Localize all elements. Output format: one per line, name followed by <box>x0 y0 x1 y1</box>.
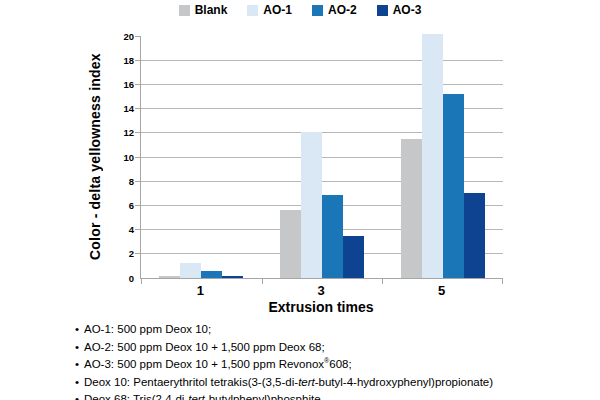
chart-legend: Blank AO-1 AO-2 AO-3 <box>0 3 600 17</box>
y-tick-label: 6 <box>102 200 134 211</box>
y-tick-label: 10 <box>102 152 134 163</box>
bar-blank-x5 <box>401 139 422 278</box>
bar-ao-3-x1 <box>222 276 243 278</box>
bar-ao-1-x5 <box>422 34 443 278</box>
y-tick-label: 2 <box>102 248 134 259</box>
legend-swatch-icon <box>377 5 388 16</box>
bullet-icon: • <box>70 321 84 339</box>
bar-chart-figure: BlankAO-1AO-2AO-3 Color - delta yellowne… <box>0 0 600 400</box>
legend-item-ao-2: AO-2 <box>312 3 357 17</box>
bar-ao-3-x3 <box>343 236 364 278</box>
bar-ao-2-x3 <box>322 195 343 278</box>
y-tick-label: 4 <box>102 224 134 235</box>
legend-label: AO-1 <box>263 3 292 17</box>
bar-blank-x1 <box>159 276 180 278</box>
legend-item-ao-3: AO-3 <box>377 3 422 17</box>
legend-label: AO-2 <box>328 3 357 17</box>
y-tick-label: 20 <box>102 31 134 42</box>
x-category-label-1: 1 <box>197 283 204 298</box>
bar-ao-1-x3 <box>301 132 322 278</box>
bar-group-5 <box>382 36 503 278</box>
bar-ao-2-x1 <box>201 271 222 278</box>
footnote-item: •Deox 68: Tris(2,4-di-tert-butylphenyl)p… <box>70 391 580 400</box>
footnote-text: AO-2: 500 ppm Deox 10 + 1,500 ppm Deox 6… <box>84 339 325 357</box>
legend-item-ao-1: AO-1 <box>247 3 292 17</box>
footnote-item: •Deox 10: Pentaerythritol tetrakis(3-(3,… <box>70 374 580 392</box>
bullet-icon: • <box>70 356 84 374</box>
footnote-text: Deox 68: Tris(2,4-di-tert-butylphenyl)ph… <box>84 391 321 400</box>
legend-label: Blank <box>195 3 228 17</box>
y-tick-label: 12 <box>102 127 134 138</box>
y-tick-label: 0 <box>102 273 134 284</box>
footnote-item: •AO-1: 500 ppm Deox 10; <box>70 321 580 339</box>
bar-group-1 <box>141 36 262 278</box>
footnote-text: AO-1: 500 ppm Deox 10; <box>84 321 211 339</box>
bar-group-3 <box>262 36 383 278</box>
y-tick-label: 8 <box>102 176 134 187</box>
footnotes-list: •AO-1: 500 ppm Deox 10;•AO-2: 500 ppm De… <box>70 321 580 400</box>
y-tick-label: 14 <box>102 103 134 114</box>
bar-blank-x3 <box>280 210 301 278</box>
footnote-text: Deox 10: Pentaerythritol tetrakis(3-(3,5… <box>84 374 493 392</box>
bar-ao-1-x1 <box>180 263 201 278</box>
bullet-icon: • <box>70 391 84 400</box>
bullet-icon: • <box>70 374 84 392</box>
footnote-item: •AO-2: 500 ppm Deox 10 + 1,500 ppm Deox … <box>70 339 580 357</box>
x-axis-tick <box>502 278 503 284</box>
y-axis-tick-labels: 02468101214161820 <box>102 36 134 278</box>
plot-area <box>140 36 503 279</box>
legend-swatch-icon <box>179 5 190 16</box>
x-category-label-5: 5 <box>438 283 445 298</box>
legend-label: AO-3 <box>393 3 422 17</box>
bullet-icon: • <box>70 339 84 357</box>
legend-swatch-icon <box>312 5 323 16</box>
x-category-label-3: 3 <box>317 283 324 298</box>
y-tick-label: 16 <box>102 79 134 90</box>
x-axis-title: Extrusion times <box>140 299 502 315</box>
legend-item-blank: Blank <box>179 3 228 17</box>
y-tick-label: 18 <box>102 55 134 66</box>
bar-ao-3-x5 <box>464 193 485 278</box>
footnote-text: AO-3: 500 ppm Deox 10 + 1,500 ppm Revono… <box>84 356 352 374</box>
x-axis-category-labels: 1 3 5 <box>140 283 502 299</box>
legend-swatch-icon <box>247 5 258 16</box>
bar-ao-2-x5 <box>443 94 464 278</box>
footnote-item: •AO-3: 500 ppm Deox 10 + 1,500 ppm Revon… <box>70 356 580 374</box>
